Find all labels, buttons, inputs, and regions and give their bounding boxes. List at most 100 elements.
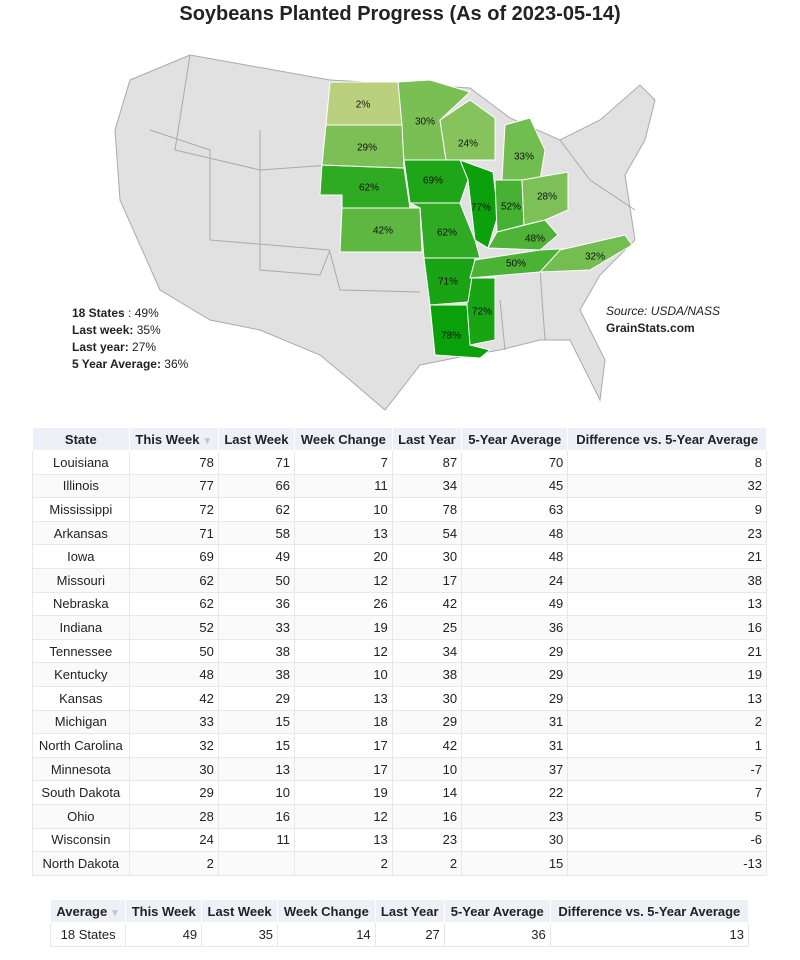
state-label: 72% [472, 307, 492, 318]
table-cell: 14 [277, 922, 376, 947]
table-cell: 21 [567, 638, 767, 664]
table-cell: 30 [391, 685, 463, 711]
table-cell: 13 [293, 827, 393, 853]
table-cell: 49 [125, 922, 203, 947]
table-cell: Nebraska [32, 591, 130, 617]
table-cell: Arkansas [32, 520, 130, 546]
summary-value: : 49% [128, 306, 159, 320]
state-label: 77% [471, 203, 491, 214]
table-cell: Louisiana [32, 450, 130, 475]
table-cell: 38 [217, 662, 295, 687]
state-label: 2% [356, 100, 371, 111]
table-cell: Michigan [32, 709, 130, 735]
state [439, 99, 496, 161]
table-cell: 69 [128, 544, 219, 569]
table-cell: 13 [293, 520, 393, 546]
column-header: 5-Year Average [461, 427, 569, 451]
state-label: 62% [359, 183, 379, 194]
table-cell: 2 [293, 851, 393, 876]
table-cell: 13 [549, 922, 750, 947]
table-cell: 10 [293, 497, 393, 522]
table-cell: 31 [461, 709, 569, 735]
table-cell: 13 [217, 756, 295, 782]
table-cell: 22 [461, 780, 569, 805]
table-cell: 62 [217, 497, 295, 522]
table-cell: Kentucky [32, 662, 130, 687]
table-row: North Carolina 32 15 17 42 31 1 [32, 733, 767, 758]
table-cell: 16 [391, 803, 463, 829]
summary-label: Last week: [72, 323, 134, 337]
table-row: Louisiana 78 71 7 87 70 8 [32, 450, 767, 475]
table-cell: 71 [128, 520, 219, 546]
table-cell: 18 [293, 709, 393, 735]
table-cell: 72 [128, 497, 219, 522]
state-label: 24% [458, 139, 478, 150]
state-label: 29% [357, 143, 377, 154]
table-cell: 62 [128, 591, 219, 617]
table-cell: Mississippi [32, 497, 130, 522]
table-row: Nebraska 62 36 26 42 49 13 [32, 591, 767, 617]
table-cell: 15 [217, 709, 295, 735]
table-cell: Wisconsin [32, 827, 130, 853]
column-header: Difference vs. 5-Year Average [549, 899, 750, 923]
table-cell: 7 [293, 450, 393, 475]
column-header: Week Change [293, 427, 393, 451]
table-cell: -6 [567, 827, 767, 853]
table-row: Tennessee 50 38 12 34 29 21 [32, 638, 767, 664]
table-cell: -7 [567, 756, 767, 782]
summary-label: Last year: [72, 340, 129, 354]
table-cell: 9 [567, 497, 767, 522]
table-cell: 2 [391, 851, 463, 876]
state-borders [149, 54, 636, 351]
table-cell: 23 [391, 827, 463, 853]
table-cell: 37 [461, 756, 569, 782]
table-cell: 10 [391, 756, 463, 782]
state [521, 171, 569, 226]
table-row: Wisconsin 24 11 13 23 30 -6 [32, 827, 767, 853]
table-row: Iowa 69 49 20 30 48 21 [32, 544, 767, 569]
state-label: 32% [585, 252, 605, 263]
source: Source: USDA/NASS [606, 304, 721, 318]
column-header: This Week [128, 427, 219, 451]
table-cell: 23 [461, 803, 569, 829]
table-cell: 42 [391, 733, 463, 758]
table-cell: 24 [128, 827, 219, 853]
state [339, 207, 423, 253]
table-cell: 14 [391, 780, 463, 805]
table-row: Illinois 77 66 11 34 45 32 [32, 473, 767, 499]
state-label: 69% [423, 176, 443, 187]
table-cell: 12 [293, 567, 393, 593]
table-cell: 13 [293, 685, 393, 711]
table-cell: Ohio [32, 803, 130, 829]
column-header: Week Change [277, 899, 376, 923]
table-cell: 26 [293, 591, 393, 617]
table-cell: 36 [443, 922, 551, 947]
summary-value: 35% [136, 323, 161, 337]
table-cell: 2 [128, 851, 219, 876]
table-cell: 58 [217, 520, 295, 546]
table-cell: 33 [128, 709, 219, 735]
table-cell: 52 [128, 615, 219, 640]
table-row: 18 States 49 35 14 27 36 13 [49, 922, 750, 947]
table-cell: 16 [217, 803, 295, 829]
table-cell: 48 [461, 544, 569, 569]
table-cell: 29 [461, 662, 569, 687]
table-row: Michigan 33 15 18 29 31 2 [32, 709, 767, 735]
table-cell: 66 [217, 473, 295, 499]
summary-value: 36% [164, 357, 189, 371]
column-header: Average [49, 899, 127, 923]
table-cell: 31 [461, 733, 569, 758]
summary-label: 18 States [72, 306, 125, 320]
table-cell: 11 [217, 827, 295, 853]
table-cell: 17 [391, 567, 463, 593]
table-cell: 32 [128, 733, 219, 758]
table-cell: 19 [293, 780, 393, 805]
table-cell: 34 [391, 638, 463, 664]
table-row: Indiana 52 33 19 25 36 16 [32, 615, 767, 640]
summary-line: Last year: 27% [72, 340, 156, 354]
table-cell: 63 [461, 497, 569, 522]
table-cell: 32 [567, 473, 767, 499]
state [487, 219, 559, 251]
table-cell: North Carolina [32, 733, 130, 758]
